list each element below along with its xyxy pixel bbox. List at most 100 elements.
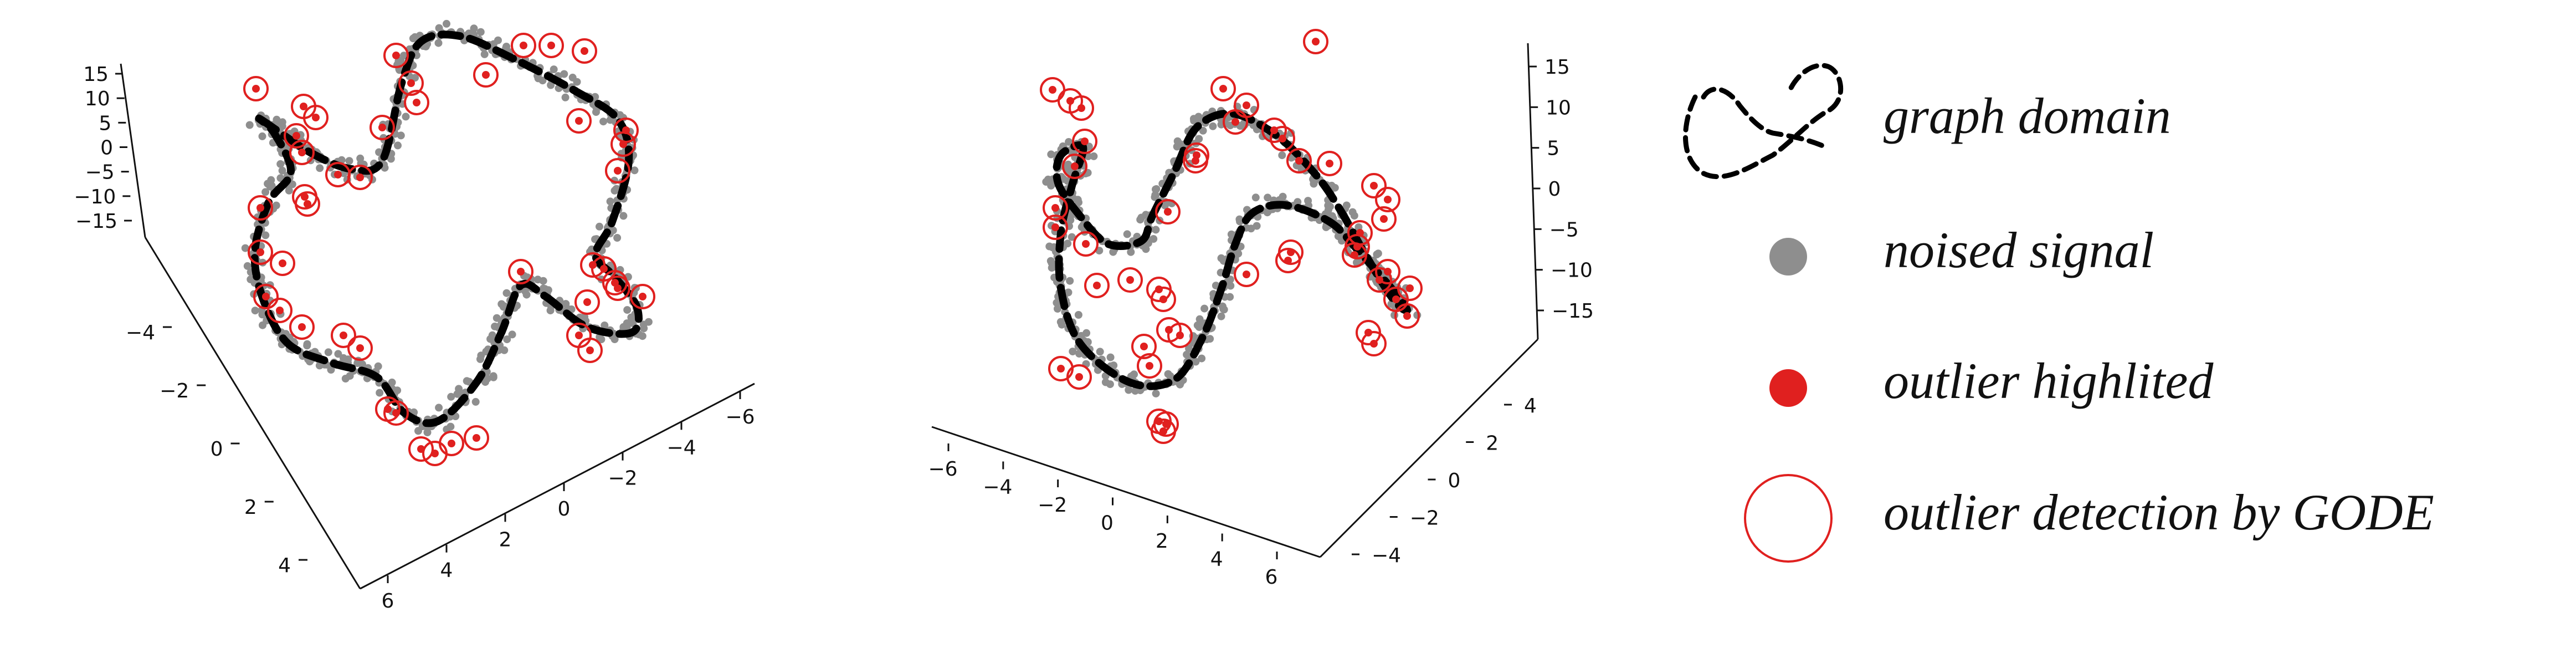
left-z-tick-label: −10 xyxy=(74,186,116,208)
left-signal-point xyxy=(273,115,281,124)
right-outlier-ring xyxy=(1167,323,1193,348)
right-signal-point xyxy=(1074,196,1082,204)
left-signal-point xyxy=(258,132,266,140)
left-signal-point xyxy=(561,93,569,101)
left-outlier-point xyxy=(256,204,264,212)
left-x-axis-line xyxy=(360,382,755,590)
right-signal-point xyxy=(1200,304,1209,313)
left-signal-point xyxy=(640,324,648,333)
right-y-tick-label: 2 xyxy=(1486,432,1499,455)
left-outlier-point xyxy=(312,114,320,121)
right-outlier-point xyxy=(1326,160,1333,167)
left-outlier-point xyxy=(262,293,270,300)
right-x-axis-line xyxy=(931,426,1321,558)
left-signal-point xyxy=(477,351,485,360)
left-signal-point xyxy=(397,57,405,65)
right-outlier-point xyxy=(1406,284,1414,292)
left-signal-point xyxy=(596,222,603,231)
right-outlier-point xyxy=(1140,343,1148,350)
left-outlier-ring xyxy=(538,33,564,58)
left-outlier-point xyxy=(520,42,527,49)
right-signal-point xyxy=(1226,293,1234,301)
right-outlier-ring xyxy=(1084,273,1110,298)
right-signal-point xyxy=(1048,264,1056,272)
right-outlier-ring xyxy=(1286,148,1312,174)
left-outlier-point xyxy=(547,42,555,49)
right-signal-point xyxy=(1068,233,1076,241)
gray-dot-icon xyxy=(1769,238,1807,276)
left-outlier-ring xyxy=(331,323,356,348)
right-z-tick-label: 10 xyxy=(1546,96,1571,119)
right-outlier-point xyxy=(1077,104,1085,112)
right-outlier-point xyxy=(1082,240,1090,248)
left-outlier-ring xyxy=(383,400,409,426)
right-outlier-ring xyxy=(1234,93,1259,118)
left-outlier-ring xyxy=(243,76,269,101)
right-outlier-point xyxy=(1351,251,1358,259)
right-outlier-ring xyxy=(1367,267,1392,293)
right-outlier-ring xyxy=(1155,199,1181,225)
right-outlier-point xyxy=(1370,182,1378,190)
left-outlier-point xyxy=(392,52,400,59)
right-signal-point xyxy=(1150,235,1158,243)
left-x-tick-label: −4 xyxy=(666,436,696,459)
left-signal-point xyxy=(447,392,455,401)
left-signal-point xyxy=(599,118,608,126)
left-outlier-ring xyxy=(289,314,315,340)
right-outlier-point xyxy=(1380,215,1388,223)
left-outlier-point xyxy=(256,248,264,256)
right-outlier-ring xyxy=(1043,215,1068,240)
left-signal-point xyxy=(503,335,511,344)
right-outlier-ring xyxy=(1375,259,1400,284)
right-outlier-ring xyxy=(1184,142,1209,168)
left-signal-point xyxy=(402,113,410,121)
left-signal-point xyxy=(245,121,254,129)
right-signal-point xyxy=(1251,193,1260,202)
left-outlier-point xyxy=(586,346,594,354)
left-signal-point xyxy=(353,359,362,368)
red-ring-icon xyxy=(1744,474,1833,563)
left-signal-point xyxy=(315,361,324,370)
right-y-tick-label: 0 xyxy=(1448,470,1461,492)
right-outlier-point xyxy=(1057,365,1065,373)
right-outlier-ring xyxy=(1278,239,1304,265)
left-x-tick-label: 2 xyxy=(499,528,512,551)
right-signal-point xyxy=(1217,312,1225,320)
left-signal-point xyxy=(411,74,419,82)
left-x-tick-label: 0 xyxy=(558,498,571,521)
right-outlier-point xyxy=(1279,135,1286,142)
right-outlier-point xyxy=(1159,295,1167,303)
right-z-axis-line xyxy=(1527,43,1539,340)
left-outlier-point xyxy=(619,140,627,148)
right-x-tick-label: −6 xyxy=(928,458,957,481)
left-outlier-point xyxy=(298,323,306,331)
right-x-tick-label: 2 xyxy=(1156,530,1168,553)
right-outlier-point xyxy=(1081,137,1089,145)
right-signal-point xyxy=(1227,282,1235,290)
left-outlier-point xyxy=(356,344,364,352)
left-signal-point xyxy=(619,212,628,220)
left-y-tick-label: 0 xyxy=(211,438,223,461)
right-outlier-ring xyxy=(1043,195,1068,221)
right-outlier-point xyxy=(1126,276,1134,284)
left-signal-point xyxy=(243,262,252,270)
left-signal-point xyxy=(541,285,549,293)
right-signal-point xyxy=(1189,115,1198,123)
left-graph-curve xyxy=(250,30,643,427)
left-outlier-point xyxy=(407,79,415,87)
left-x-tick-label: −2 xyxy=(608,467,637,490)
right-signal-point xyxy=(1151,191,1159,199)
left-outlier-point xyxy=(614,284,622,292)
right-outlier-point xyxy=(1162,420,1170,428)
left-signal-point xyxy=(550,65,558,74)
right-outlier-ring xyxy=(1375,187,1400,212)
left-outlier-point xyxy=(473,434,480,442)
left-outlier-point xyxy=(413,99,420,106)
right-outlier-point xyxy=(1049,86,1056,94)
left-signal-point xyxy=(619,323,628,331)
left-signal-point xyxy=(486,335,495,343)
left-outlier-point xyxy=(448,440,455,447)
right-y-tick-label: −2 xyxy=(1410,507,1439,530)
left-outlier-ring xyxy=(605,158,630,183)
left-signal-point xyxy=(469,29,477,37)
